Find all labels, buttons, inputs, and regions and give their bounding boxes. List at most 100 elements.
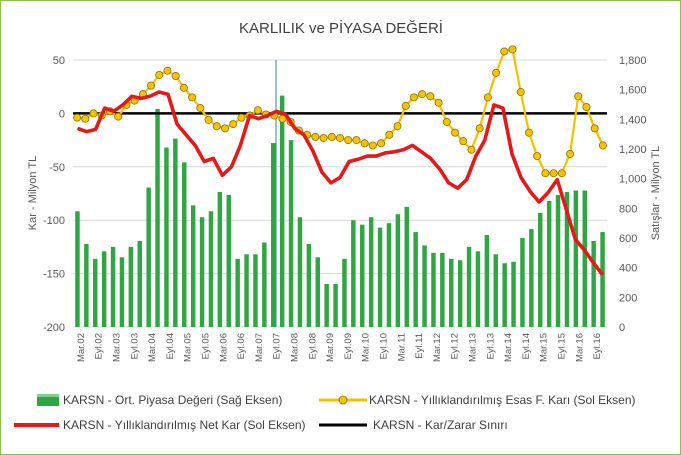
line-point (229, 120, 238, 129)
x-tick-label: Eyl.10 (379, 333, 390, 359)
x-tick-label: Mar.03 (112, 333, 123, 362)
y-right-axis-title: Satışlar - Milyon TL (650, 146, 662, 241)
bar (235, 258, 240, 327)
line-point (311, 132, 320, 141)
bar (208, 211, 214, 327)
x-tick-label: Eyl.06 (236, 333, 247, 359)
bar (466, 246, 472, 327)
x-tick-label: Eyl.04 (165, 333, 176, 359)
bar-series-piyasa-degeri (75, 95, 605, 327)
line-point (368, 141, 377, 150)
line-point (335, 133, 344, 142)
line-point (566, 149, 575, 158)
x-tick-label: Eyl.03 (129, 333, 140, 359)
line-point (442, 117, 451, 126)
line-point (418, 90, 427, 99)
line-point (549, 169, 558, 178)
line-point (237, 113, 246, 122)
y-right-tick-label: 200 (619, 292, 637, 304)
bar (600, 232, 605, 327)
bar (333, 283, 338, 327)
bar (395, 214, 401, 327)
line-point (574, 92, 583, 101)
line-point (409, 93, 418, 102)
y-left-tick-label: -100 (43, 215, 65, 227)
line-point (89, 109, 98, 118)
bar (244, 254, 249, 327)
line-point (204, 115, 213, 124)
line-point (516, 88, 525, 97)
bar (360, 224, 365, 327)
legend-item-threshold: KARSN - Kar/Zarar Sınırı (319, 418, 508, 432)
bar (538, 212, 543, 327)
x-tick-label: Eyl.16 (592, 333, 603, 359)
bar (93, 258, 98, 327)
bar (457, 260, 463, 327)
line-point (114, 112, 123, 121)
x-tick-label: Mar.10 (361, 333, 372, 362)
bar (306, 243, 312, 327)
bar (591, 240, 596, 327)
bar (110, 246, 116, 327)
line-point (196, 104, 205, 113)
line-point (475, 124, 484, 133)
y-left-tick-label: -150 (43, 269, 65, 281)
x-tick-labels: Mar.02 Eyl.02 Mar.03 Eyl.03 Mar.04 Eyl.04 Mar.… (76, 333, 603, 362)
bar (297, 217, 303, 327)
line-point (155, 70, 164, 79)
x-tick-label: Mar.15 (539, 333, 550, 362)
bar (226, 194, 231, 327)
line-series-esas-kar (73, 45, 607, 178)
line-point (393, 122, 402, 131)
x-tick-label: Eyl.14 (521, 333, 532, 359)
bar (119, 257, 125, 327)
line-point (171, 72, 180, 81)
y-right-tick-label: 1,000 (619, 174, 647, 186)
x-tick-label: Mar.04 (147, 333, 158, 362)
bar (529, 229, 534, 327)
bar (431, 252, 436, 327)
line-point (459, 137, 468, 146)
bar (342, 258, 347, 327)
x-tick-label: Eyl.11 (414, 333, 425, 359)
legend-label-bars: KARSN - Ort. Piyasa Değeri (Sağ Eksen) (63, 393, 282, 407)
line-point (426, 92, 435, 101)
bar (502, 263, 507, 327)
legend-item-esas: KARSN - Yıllıklandırılmış Esas F. Karı (… (319, 393, 636, 407)
line-point (401, 101, 410, 110)
line-point (147, 81, 156, 90)
line-point (352, 136, 361, 145)
bar (271, 143, 276, 327)
line-point (598, 141, 607, 150)
line-point (377, 139, 386, 148)
bar (253, 254, 258, 327)
x-tick-label: Mar.12 (432, 333, 443, 362)
line-point (557, 169, 566, 178)
bar (484, 235, 490, 327)
legend-item-net: KARSN - Yıllıklandırılmış Net Kar (Sol E… (14, 418, 306, 432)
bar (137, 240, 142, 327)
line-point (344, 136, 353, 145)
x-tick-label: Eyl.13 (485, 333, 496, 359)
bar (413, 232, 418, 327)
y-left-tick-labels: 50 0 -50 -100 -150 -200 (43, 55, 65, 334)
bar (164, 147, 169, 327)
line-point (179, 83, 188, 92)
bar (351, 220, 356, 327)
bar (386, 223, 392, 327)
line-point (220, 124, 229, 133)
bar (555, 194, 561, 327)
line-point (483, 93, 492, 102)
line-point (533, 152, 542, 161)
y-right-tick-labels: 1,800 1,600 1,400 1,200 1,000 800 600 400 200 0 (619, 55, 647, 334)
legend-label-esas: KARSN - Yıllıklandırılmış Esas F. Karı (… (369, 393, 636, 407)
y-left-tick-label: -200 (43, 322, 65, 334)
y-right-tick-label: 1,800 (619, 55, 647, 67)
bar (199, 217, 205, 327)
y-right-tick-label: 1,600 (619, 85, 647, 97)
y-right-tick-label: 400 (619, 263, 637, 275)
bar (173, 138, 178, 327)
gridlines (73, 59, 607, 328)
